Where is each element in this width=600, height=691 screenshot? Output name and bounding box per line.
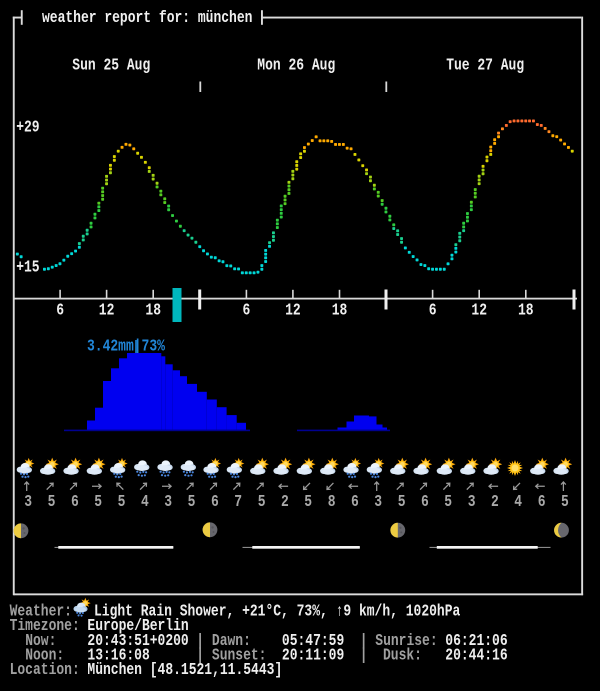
svg-text:+15: +15: [16, 259, 39, 277]
svg-text:3: 3: [374, 494, 382, 512]
svg-text:6: 6: [242, 302, 250, 320]
svg-text:6: 6: [538, 494, 546, 512]
svg-text:5: 5: [94, 494, 102, 512]
svg-text:+29: +29: [16, 119, 39, 137]
svg-text:|: |: [360, 633, 368, 651]
svg-text:Dusk:: Dusk:: [383, 647, 422, 665]
svg-text:18: 18: [518, 302, 534, 320]
svg-text:3: 3: [468, 494, 476, 512]
svg-text:2: 2: [281, 494, 289, 512]
svg-text:8: 8: [328, 494, 336, 512]
svg-text:Dawn:: Dawn:: [212, 633, 251, 651]
svg-text:Location:: Location:: [10, 662, 80, 680]
svg-text:20:43:51+0200: 20:43:51+0200: [87, 633, 188, 651]
svg-text:6: 6: [351, 494, 359, 512]
svg-text:Light Rain Shower, +21°C, 73%,: Light Rain Shower, +21°C, 73%, ↑9 km/h, …: [94, 603, 460, 621]
svg-text:12: 12: [471, 302, 487, 320]
svg-text:5: 5: [48, 494, 56, 512]
svg-text:Noon:: Noon:: [25, 647, 64, 665]
svg-text:13:16:08: 13:16:08: [87, 647, 149, 665]
svg-text:5: 5: [258, 494, 266, 512]
svg-text:18: 18: [145, 302, 161, 320]
svg-text:6: 6: [421, 494, 429, 512]
svg-text:06:21:06: 06:21:06: [445, 633, 507, 651]
svg-text:Sunset:: Sunset:: [212, 647, 267, 665]
svg-text:20:44:16: 20:44:16: [445, 647, 507, 665]
svg-text:3: 3: [164, 494, 172, 512]
svg-text:6: 6: [211, 494, 219, 512]
svg-text:6: 6: [56, 302, 64, 320]
svg-text:5: 5: [118, 494, 126, 512]
svg-text:Mon 26 Aug: Mon 26 Aug: [257, 57, 335, 75]
svg-text:|: |: [196, 647, 204, 665]
svg-text:Now:: Now:: [25, 633, 56, 651]
svg-text:5: 5: [444, 494, 452, 512]
svg-text:|: |: [360, 647, 368, 665]
svg-text:München [48.1521,11.5443]: München [48.1521,11.5443]: [87, 662, 282, 680]
svg-text:3: 3: [24, 494, 32, 512]
svg-text:4: 4: [514, 494, 522, 512]
svg-text:Timezone:: Timezone:: [10, 618, 80, 636]
svg-text:12: 12: [285, 302, 301, 320]
svg-text:Europe/Berlin: Europe/Berlin: [87, 618, 188, 636]
svg-text:Sunrise:: Sunrise:: [375, 633, 437, 651]
svg-text:20:11:09: 20:11:09: [282, 647, 344, 665]
svg-text:3.42mm|73%: 3.42mm|73%: [87, 338, 165, 356]
svg-text:12: 12: [99, 302, 115, 320]
svg-text:weather report for: münchen: weather report for: münchen: [42, 10, 252, 28]
svg-text:5: 5: [304, 494, 312, 512]
svg-text:6: 6: [71, 494, 79, 512]
svg-text:Sun 25 Aug: Sun 25 Aug: [72, 57, 150, 75]
svg-text:7: 7: [234, 494, 242, 512]
svg-text:4: 4: [141, 494, 149, 512]
svg-text:Weather:: Weather:: [10, 603, 72, 621]
svg-text:05:47:59: 05:47:59: [282, 633, 344, 651]
svg-text:5: 5: [398, 494, 406, 512]
svg-text:18: 18: [332, 302, 348, 320]
svg-text:2: 2: [491, 494, 499, 512]
svg-text:Tue 27 Aug: Tue 27 Aug: [446, 57, 524, 75]
svg-text:5: 5: [561, 494, 569, 512]
svg-text:6: 6: [429, 302, 437, 320]
svg-text:|: |: [196, 633, 204, 651]
svg-text:5: 5: [188, 494, 196, 512]
